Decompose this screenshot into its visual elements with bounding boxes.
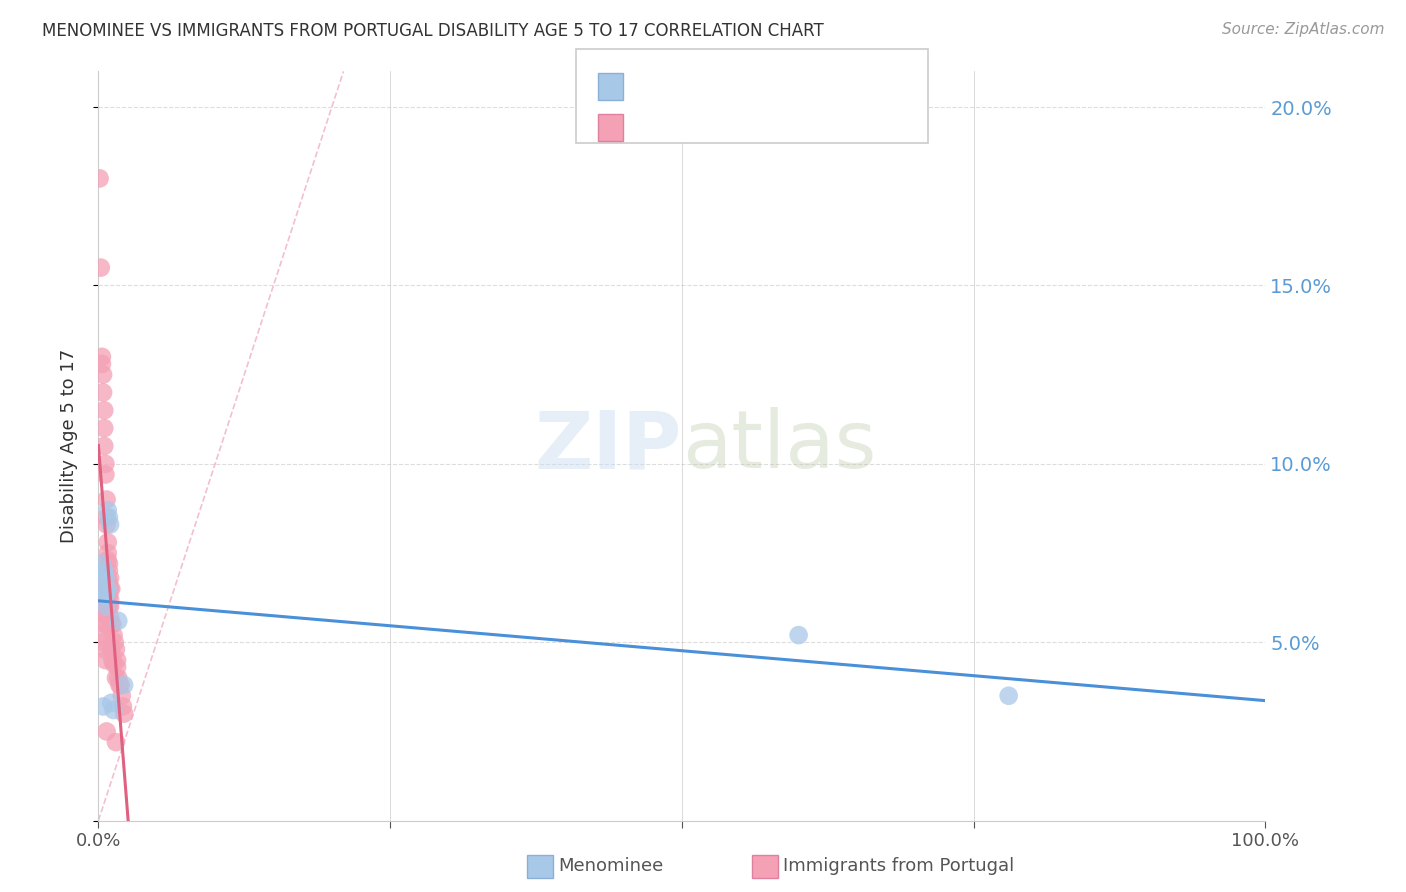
Point xyxy=(93,421,115,435)
Point xyxy=(97,599,120,614)
Point xyxy=(93,567,115,582)
Point xyxy=(91,571,114,585)
Point xyxy=(104,671,127,685)
Point xyxy=(997,689,1019,703)
Point xyxy=(93,403,115,417)
Point xyxy=(90,628,112,642)
Point xyxy=(101,653,124,667)
Point xyxy=(97,503,120,517)
Point xyxy=(96,517,118,532)
Text: Source: ZipAtlas.com: Source: ZipAtlas.com xyxy=(1222,22,1385,37)
Point xyxy=(98,610,121,624)
Point xyxy=(97,510,120,524)
Point xyxy=(98,599,121,614)
Point xyxy=(96,599,118,614)
Point xyxy=(98,571,121,585)
Point xyxy=(112,706,135,721)
Point xyxy=(107,614,129,628)
Point xyxy=(97,546,120,560)
Text: ZIP: ZIP xyxy=(534,407,682,485)
Point xyxy=(91,368,114,382)
Point xyxy=(97,535,120,549)
Point xyxy=(100,642,122,657)
Text: Menominee: Menominee xyxy=(558,857,664,875)
Point xyxy=(93,564,115,578)
Text: R =  0.354   N = 62: R = 0.354 N = 62 xyxy=(637,119,807,136)
Text: Immigrants from Portugal: Immigrants from Portugal xyxy=(783,857,1014,875)
Point xyxy=(90,260,112,275)
Point xyxy=(90,557,112,571)
Point xyxy=(104,642,127,657)
Point xyxy=(89,171,111,186)
Point xyxy=(110,678,132,692)
Point xyxy=(100,617,122,632)
Point xyxy=(94,571,117,585)
Point xyxy=(104,635,127,649)
Point xyxy=(96,599,118,614)
Point xyxy=(100,696,122,710)
Point xyxy=(97,574,120,589)
Point xyxy=(98,582,121,596)
Point xyxy=(93,439,115,453)
Point xyxy=(91,599,114,614)
Point xyxy=(97,557,120,571)
Point xyxy=(98,517,121,532)
Point xyxy=(112,678,135,692)
Point xyxy=(90,589,112,603)
Point xyxy=(90,357,112,371)
Point xyxy=(94,607,117,621)
Point xyxy=(101,617,124,632)
Point xyxy=(98,592,121,607)
Point xyxy=(97,589,120,603)
Point xyxy=(96,585,118,599)
Point xyxy=(93,607,115,621)
Point xyxy=(94,653,117,667)
Point xyxy=(97,582,120,596)
Point xyxy=(96,492,118,507)
Point xyxy=(97,564,120,578)
Point xyxy=(103,703,125,717)
Point xyxy=(97,617,120,632)
Text: MENOMINEE VS IMMIGRANTS FROM PORTUGAL DISABILITY AGE 5 TO 17 CORRELATION CHART: MENOMINEE VS IMMIGRANTS FROM PORTUGAL DI… xyxy=(42,22,824,40)
Point xyxy=(94,589,117,603)
Text: atlas: atlas xyxy=(682,407,876,485)
Point xyxy=(96,582,118,596)
Point xyxy=(94,457,117,471)
Point xyxy=(105,653,128,667)
Point xyxy=(96,510,118,524)
Point xyxy=(104,735,127,749)
Point xyxy=(91,635,114,649)
Point xyxy=(93,642,115,657)
Point xyxy=(91,582,114,596)
Point xyxy=(93,599,115,614)
Point xyxy=(103,657,125,671)
Point xyxy=(105,660,128,674)
Y-axis label: Disability Age 5 to 17: Disability Age 5 to 17 xyxy=(59,349,77,543)
Point xyxy=(100,582,122,596)
Point xyxy=(97,553,120,567)
Point xyxy=(103,628,125,642)
Point xyxy=(787,628,810,642)
Point xyxy=(90,350,112,364)
Point xyxy=(91,699,114,714)
Point xyxy=(96,724,118,739)
Point xyxy=(108,678,131,692)
Point xyxy=(94,467,117,482)
Point xyxy=(94,617,117,632)
Point xyxy=(111,699,134,714)
Point xyxy=(93,571,115,585)
Point xyxy=(91,385,114,400)
Text: R = -0.212   N = 19: R = -0.212 N = 19 xyxy=(637,78,808,95)
Point xyxy=(111,689,134,703)
Point xyxy=(107,671,129,685)
